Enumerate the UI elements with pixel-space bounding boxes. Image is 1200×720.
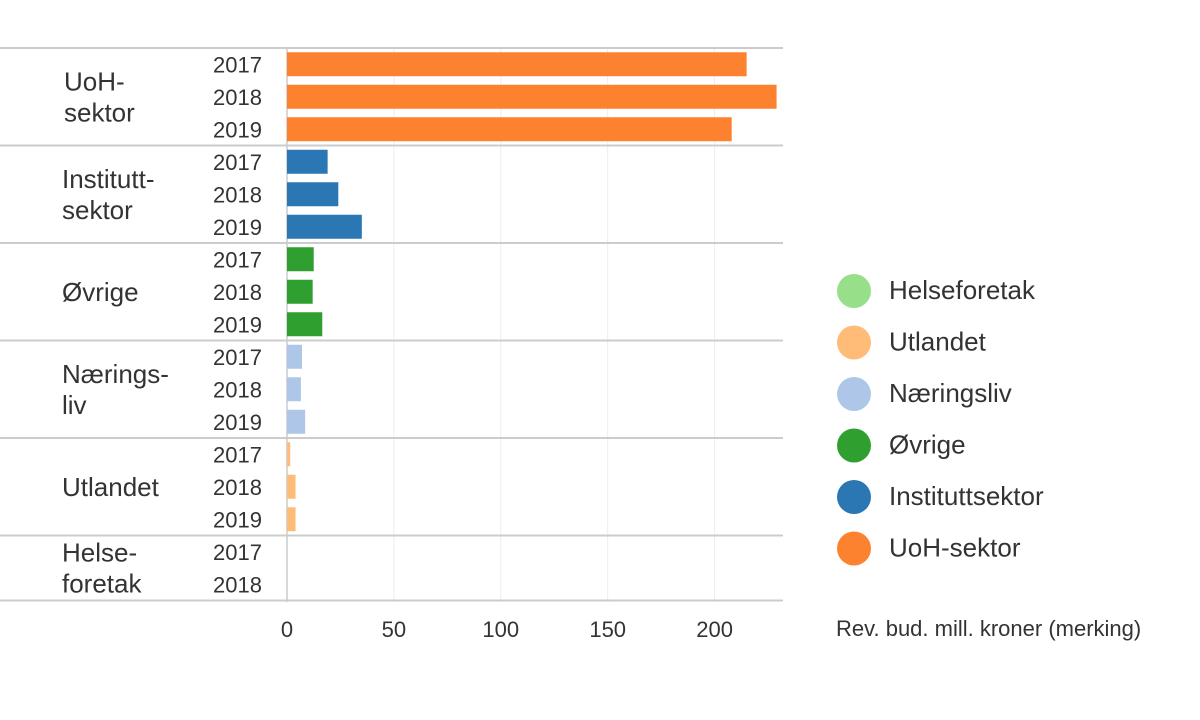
year-label: 2017 [213, 150, 262, 175]
x-tick-label: 0 [281, 617, 293, 642]
bar-instituttsektor-2019 [287, 214, 362, 239]
legend: Helseforetak Utlandet Næringsliv Øvrige Inst… [837, 274, 1044, 566]
legend-title: Rev. bud. mill. kroner (merking) [836, 616, 1141, 641]
year-label: 2018 [213, 280, 262, 305]
bar-ovrige-2018 [287, 279, 313, 304]
bar-instituttsektor-2018 [287, 182, 339, 207]
legend-swatch-utlandet [837, 325, 871, 360]
group-label-ovrige: Øvrige [62, 277, 139, 307]
legend-label-uoh-sektor: UoH-sektor [889, 533, 1021, 563]
group-label-uoh-sektor: sektor [64, 97, 135, 127]
x-tick-label: 200 [696, 617, 733, 642]
group-label-naeringsliv: Nærings- [62, 359, 169, 389]
bar-uoh-sektor-2019 [287, 117, 732, 142]
legend-label-ovrige: Øvrige [889, 430, 966, 460]
year-label: 2019 [213, 410, 262, 435]
year-label: 2018 [213, 182, 262, 207]
year-label: 2018 [213, 85, 262, 110]
year-label: 2019 [213, 215, 262, 240]
group-label-helseforetak: foretak [62, 569, 142, 599]
bar-naeringsliv-2017 [287, 344, 302, 369]
year-label: 2019 [213, 507, 262, 532]
bar-naeringsliv-2018 [287, 377, 301, 402]
legend-label-instituttsektor: Instituttsektor [889, 481, 1044, 511]
year-label: 2017 [213, 52, 262, 77]
year-label: 2018 [213, 475, 262, 500]
group-label-helseforetak: Helse- [62, 538, 137, 568]
x-tick-label: 50 [382, 617, 406, 642]
legend-swatch-naeringsliv [837, 377, 871, 411]
year-label: 2017 [213, 345, 262, 370]
legend-swatch-instituttsektor [837, 480, 871, 514]
category-labels: 2017 2018 2019 UoH-sektor 2017 2018 2019 Instit… [62, 52, 262, 598]
bar-utlandet-2017 [287, 442, 291, 467]
group-label-uoh-sektor: UoH- [64, 66, 125, 96]
bar-instituttsektor-2017 [287, 149, 328, 174]
group-label-instituttsektor: sektor [62, 195, 133, 225]
legend-label-helseforetak: Helseforetak [889, 275, 1036, 305]
group-separators [0, 47, 783, 602]
legend-swatch-helseforetak [837, 274, 871, 308]
x-tick-label: 100 [482, 617, 519, 642]
group-label-naeringsliv: liv [62, 390, 87, 420]
bar-utlandet-2019 [287, 507, 296, 532]
year-label: 2019 [213, 117, 262, 142]
year-label: 2019 [213, 312, 262, 337]
legend-swatch-uoh-sektor [837, 531, 871, 566]
year-label: 2018 [213, 572, 262, 597]
bar-naeringsliv-2019 [287, 409, 306, 434]
x-axis: 0 50 100 150 200 [281, 617, 733, 642]
bar-utlandet-2018 [287, 474, 296, 499]
legend-swatch-ovrige [837, 428, 871, 463]
bar-ovrige-2019 [287, 312, 323, 337]
group-label-utlandet: Utlandet [62, 472, 160, 502]
bar-uoh-sektor-2017 [287, 52, 747, 77]
year-label: 2017 [213, 540, 262, 565]
legend-label-naeringsliv: Næringsliv [889, 378, 1012, 408]
year-label: 2017 [213, 247, 262, 272]
bars [287, 52, 777, 532]
legend-label-utlandet: Utlandet [889, 327, 987, 357]
group-label-instituttsektor: Institutt- [62, 164, 154, 194]
year-label: 2018 [213, 377, 262, 402]
x-tick-label: 150 [589, 617, 626, 642]
bar-uoh-sektor-2018 [287, 84, 777, 109]
bar-ovrige-2017 [287, 247, 314, 272]
year-label: 2017 [213, 442, 262, 467]
